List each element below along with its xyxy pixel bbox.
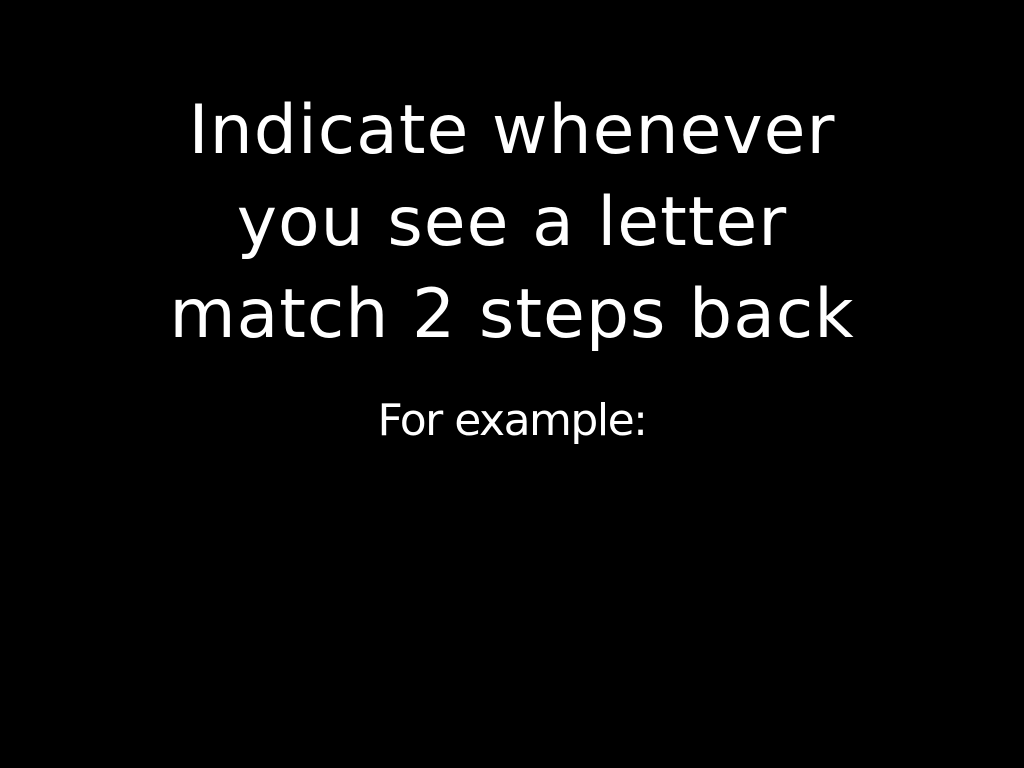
instruction-line-1: Indicate whenever (188, 91, 836, 170)
example-label: For example: (377, 395, 648, 446)
instruction-line-2: you see a letter (236, 183, 788, 262)
instruction-line-3: match 2 steps back (169, 275, 855, 354)
instruction-heading: Indicate whenever you see a letter match… (0, 85, 1024, 361)
